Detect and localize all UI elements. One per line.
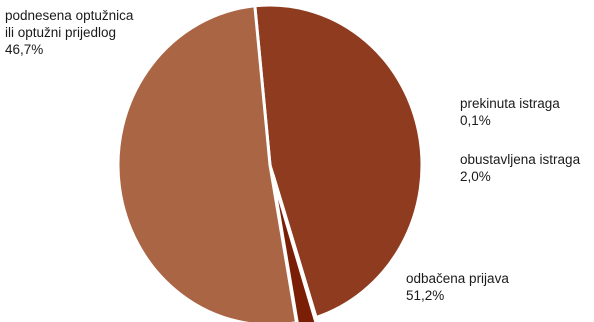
slice-value-label: 46,7% (5, 42, 44, 57)
pie-slice-2 (270, 173, 318, 322)
slice-label-obustavljena-istraga: obustavljena istraga 2,0% (460, 151, 580, 185)
slice-label-odbacena-prijava: odbačena prijava 51,2% (406, 270, 509, 304)
pie-slice-0 (253, 3, 424, 320)
slice-value-label: 51,2% (406, 288, 445, 303)
slice-label-podnesena-optuznica: podnesena optužnica ili optužni prijedlo… (5, 7, 133, 58)
pie-slice-3 (116, 4, 298, 322)
slice-label-line: obustavljena istraga (460, 152, 581, 167)
slice-label-line: odbačena prijava (406, 271, 509, 286)
slice-label-line: ili optužni prijedlog (5, 25, 117, 40)
slice-label-prekinuta-istraga: prekinuta istraga 0,1% (460, 95, 560, 129)
slice-label-line: podnesena optužnica (5, 8, 134, 23)
slice-value-label: 2,0% (460, 169, 491, 184)
slice-value-label: 0,1% (460, 113, 491, 128)
slice-label-line: prekinuta istraga (460, 96, 560, 111)
